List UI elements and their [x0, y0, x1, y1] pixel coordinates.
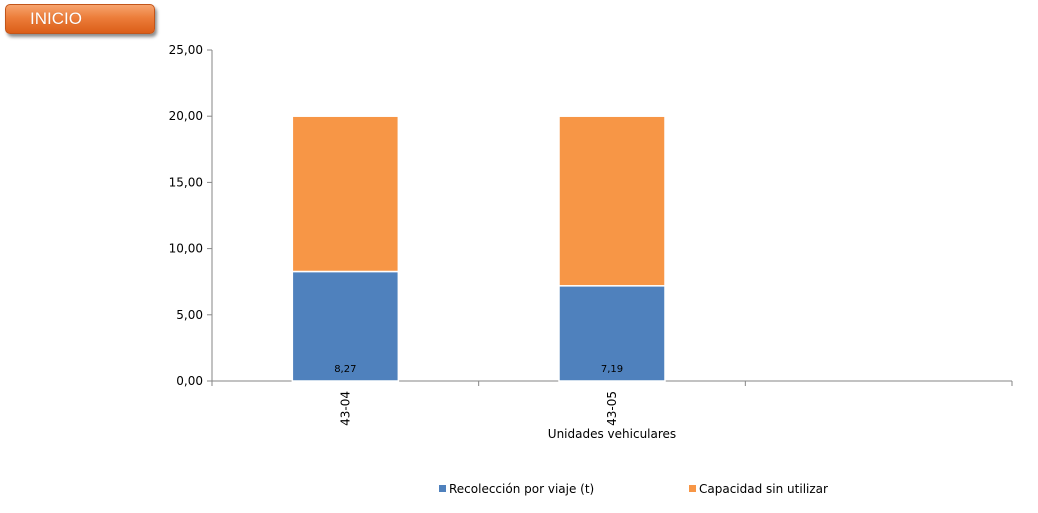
legend-label: Capacidad sin utilizar: [699, 482, 828, 496]
legend-swatch: [689, 485, 696, 492]
inicio-button[interactable]: INICIO: [5, 4, 155, 34]
bar-segment: [558, 115, 666, 287]
y-tick-label: 0,00: [176, 374, 203, 388]
x-tick-label: 43-04: [338, 391, 352, 426]
bar-segment: [291, 115, 400, 273]
bar-data-label: 7,19: [601, 364, 623, 375]
y-tick-label: 25,00: [169, 43, 203, 57]
y-tick-label: 10,00: [169, 242, 203, 256]
y-tick-label: 20,00: [169, 109, 203, 123]
bar-data-label: 8,27: [334, 364, 356, 375]
y-tick-label: 5,00: [176, 308, 203, 322]
x-axis-title: Unidades vehiculares: [548, 427, 676, 441]
legend-swatch: [439, 485, 446, 492]
legend-label: Recolección por viaje (t): [449, 482, 594, 496]
tick-labels: 43-04 43-05: [338, 391, 619, 426]
y-axis: 0,00 5,00 10,00 15,00 20,00 25,00: [169, 43, 213, 388]
data-labels: 8,27 7,19: [334, 364, 623, 375]
y-tick-label: 15,00: [169, 175, 203, 189]
legend: Recolección por viaje (t) Capacidad sin u…: [439, 482, 828, 496]
x-tick-label: 43-05: [605, 391, 619, 426]
bars: [291, 115, 666, 382]
